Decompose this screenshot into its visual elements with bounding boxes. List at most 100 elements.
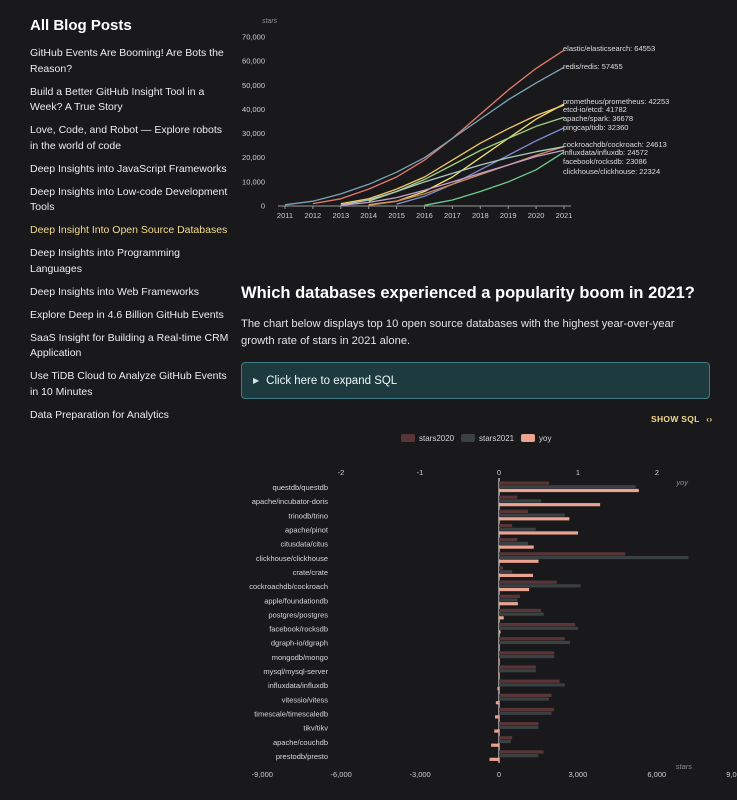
line-chart-ylabel: stars [262,18,278,25]
expand-sql-label: Click here to expand SQL [266,374,398,387]
bar-category-label: facebook/rocksdb [269,625,328,634]
line-series-redis-redis [284,66,565,206]
bar-stars2020 [499,736,513,740]
yoy-tick-label: -1 [417,468,424,477]
line-series-influxdata-influxdb [340,146,565,206]
bar-category-label: trinodb/trino [288,511,328,520]
bar-yoy [499,488,639,493]
bar-stars2021 [499,570,513,574]
line-series-end-label: pingcap/tidb: 32360 [563,123,628,132]
legend-swatch-stars2020 [401,434,415,442]
bar-category-label: postgres/postgres [268,610,328,619]
line-series-elastic-elasticsearch [312,49,565,205]
sidebar: All Blog Posts GitHub Events Are Booming… [30,16,230,431]
yoy-tick-label: 0 [497,468,501,477]
legend-swatch-yoy [521,434,535,442]
bar-stars2020 [499,566,503,570]
line-series-prometheus-prometheus [368,103,565,206]
line-xtick-label: 2012 [305,211,322,220]
bar-category-label: prestodb/presto [276,752,328,761]
sidebar-item-1[interactable]: GitHub Events Are Booming! Are Bots the … [30,47,224,75]
section-description: The chart below displays top 10 open sou… [241,318,675,347]
bar-stars2021 [499,739,511,744]
line-xtick-label: 2019 [500,211,517,220]
line-xtick-label: 2021 [556,211,573,220]
bar-stars2021 [499,711,552,715]
bar-stars2021 [499,541,528,545]
bar-stars2020 [499,523,513,528]
bar-category-label: mysql/mysql-server [263,667,328,676]
bar-stars2021 [499,697,549,701]
bar-stars2021 [499,527,536,531]
bar-yoy [497,687,499,691]
sidebar-item-3[interactable]: Love, Code, and Robot — Explore robots i… [30,124,223,152]
line-ytick-label: 70,000 [242,33,265,42]
bar-stars2020 [499,665,536,669]
bar-stars2021 [499,612,544,616]
bar-stars2020 [499,608,542,613]
show-sql-label: SHOW SQL [651,414,700,424]
sidebar-item-5[interactable]: Deep Insights into Low-code Development … [30,185,228,214]
bar-yoy [499,602,518,606]
bar-stars2020 [499,481,549,485]
bar-category-label: citusdata/citus [280,540,328,549]
bar-stars2020 [499,637,565,641]
bar-yoy [498,658,500,662]
bar-yoy [499,587,530,592]
bar-stars2020 [499,509,528,513]
sidebar-item-7[interactable]: Deep Insights into Programming Languages [30,247,180,275]
line-series-end-label: cockroachdb/cockroach: 24613 [563,140,667,149]
bar-stars2021 [499,669,536,673]
line-xtick-label: 2018 [472,211,489,220]
triangle-right-icon: ▶ [253,376,260,385]
line-xtick-label: 2016 [416,211,433,220]
line-series-end-label: elastic/elasticsearch: 64553 [563,44,655,53]
bar-stars2021 [499,725,539,729]
legend-label-stars2020: stars2020 [419,434,455,443]
sidebar-title: All Blog Posts [30,17,132,34]
line-ytick-label: 0 [261,202,265,211]
line-xtick-label: 2015 [388,211,405,220]
bar-category-label: tikv/tikv [303,724,328,733]
bar-yoy [495,701,499,705]
legend-label-stars2021: stars2021 [479,434,515,443]
bar-stars2020 [499,552,626,556]
yoy-tick-label: -2 [338,468,345,477]
line-series-end-label: apache/spark: 36678 [563,114,633,123]
bar-category-label: cockroachdb/cockroach [249,582,328,591]
bar-stars2021 [499,683,565,687]
bar-stars2020 [499,750,544,754]
line-ytick-label: 40,000 [242,105,265,114]
stars-tick-label: 0 [497,770,501,779]
bar-category-label: dgraph-io/dgraph [271,639,328,648]
stars-tick-label: -9,000 [252,770,273,779]
line-ytick-label: 20,000 [242,153,265,162]
stars-tick-label: -3,000 [409,770,430,779]
line-xtick-label: 2017 [444,211,461,220]
stars-tick-label: 9,000 [726,770,737,779]
bar-yoy [499,517,570,521]
show-sql-button[interactable]: SHOW SQL ‹› [651,414,712,424]
line-series-end-label: clickhouse/clickhouse: 22324 [563,167,660,176]
line-ytick-label: 30,000 [242,129,265,138]
sidebar-item-2[interactable]: Build a Better GitHub Insight Tool in a … [30,85,205,114]
line-series-end-label: etcd-io/etcd: 41782 [563,105,627,114]
sidebar-item-4[interactable]: Deep Insights into JavaScript Frameworks [30,162,227,175]
bar-category-label: clickhouse/clickhouse [256,554,328,563]
line-series-cockroachdb-cockroach [368,145,565,206]
sidebar-item-12[interactable]: Data Preparation for Analytics [30,408,169,421]
sidebar-item-9[interactable]: Explore Deep in 4.6 Billion GitHub Event… [30,308,224,321]
sidebar-item-10[interactable]: SaaS Insight for Building a Real-time CR… [30,331,229,360]
main-content: stars 0 10,000 20,000 30,000 40,000 50,000 60,0… [241,0,737,800]
yoy-tick-label: 1 [576,468,580,477]
bar-yoy [499,630,501,634]
bar-yoy [499,573,533,577]
bar-yoy [499,616,504,620]
bar-stars2020 [499,623,576,627]
bar-stars2021 [499,555,689,560]
sidebar-list: GitHub Events Are Booming! Are Bots the … [30,46,230,423]
sidebar-item-11[interactable]: Use TiDB Cloud to Analyze GitHub Events … [30,370,227,398]
sidebar-item-6[interactable]: Deep Insight Into Open Source Databases [30,224,228,236]
expand-sql-button[interactable]: ▶ Click here to expand SQL [241,362,710,399]
sidebar-item-8[interactable]: Deep Insights into Web Frameworks [30,285,200,298]
